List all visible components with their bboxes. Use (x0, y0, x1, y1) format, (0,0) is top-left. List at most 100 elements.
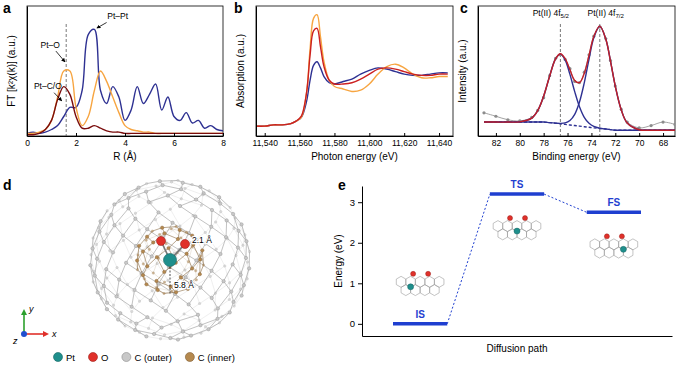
y-axis-title: Energy (eV) (333, 234, 344, 287)
bond (212, 254, 221, 271)
tick: 82 (492, 133, 502, 148)
y-axis (478, 7, 479, 137)
bond (205, 244, 220, 254)
atom (105, 301, 108, 304)
bond (104, 225, 115, 242)
atom (124, 325, 126, 327)
atom (137, 254, 139, 256)
bond (233, 248, 238, 265)
x-axis (363, 336, 673, 337)
bond (158, 212, 172, 222)
axis-line (256, 7, 257, 137)
atom (210, 225, 213, 228)
atom (95, 257, 98, 260)
bond (243, 235, 245, 245)
atom (137, 244, 140, 247)
atom (142, 263, 144, 265)
atom (220, 210, 222, 212)
panel: 8280787674727068cBinding energy (eV)Inte… (457, 0, 677, 162)
bond (211, 210, 213, 227)
bond (178, 336, 191, 340)
atom (228, 282, 230, 284)
bond (157, 257, 164, 272)
bond (123, 230, 139, 240)
atom (119, 312, 122, 315)
bond (152, 291, 163, 308)
panel: 11,54011,56011,58011,60011,62011,640bPho… (234, 0, 454, 162)
atom (118, 199, 120, 201)
atom (232, 300, 235, 303)
tick: 3 (350, 197, 362, 208)
atom (159, 338, 161, 340)
tick-mark (496, 133, 497, 136)
atom (160, 226, 163, 229)
distance-label: 2.1 Å (192, 235, 212, 245)
bond (113, 236, 123, 253)
atom (163, 281, 165, 283)
atom (148, 248, 150, 250)
y-axis-title: Absorption (a.u.) (235, 34, 246, 108)
bond (170, 267, 180, 276)
atom (102, 240, 105, 243)
atom (239, 273, 242, 276)
atom (152, 332, 155, 335)
axis-letter: y (28, 304, 34, 314)
tick: 80 (516, 133, 526, 148)
bond (219, 312, 229, 322)
bond (136, 317, 147, 323)
bond (193, 216, 205, 233)
tick-mark (125, 133, 126, 136)
tick-label: 11,620 (392, 138, 418, 148)
tick-label: 1 (350, 278, 355, 289)
bond (147, 181, 160, 183)
atom (184, 276, 187, 279)
axis-letter: z (12, 336, 18, 346)
x-axis-title: Binding energy (eV) (532, 151, 620, 162)
bond (135, 219, 147, 229)
bond (180, 206, 195, 216)
atom (164, 254, 177, 267)
legend-item: O (88, 352, 108, 363)
atom (152, 241, 155, 244)
atom (214, 221, 216, 223)
bond (170, 209, 180, 226)
x-axis-title: Diffusion path (487, 343, 548, 354)
atom (199, 185, 202, 188)
bond (135, 203, 151, 213)
atom (163, 292, 165, 294)
bond (139, 230, 147, 247)
tick-mark (334, 133, 335, 136)
lattice-ring (604, 247, 614, 258)
y-axis-title: Intensity (a.u.) (457, 39, 468, 102)
series-line (484, 122, 675, 130)
bond (151, 300, 166, 310)
atom (183, 336, 185, 338)
atom (204, 326, 206, 328)
bond (118, 295, 132, 312)
axis-arrow-head (21, 309, 27, 315)
bond (94, 261, 100, 271)
atom (196, 313, 199, 316)
bond (226, 220, 228, 237)
atom (138, 229, 140, 231)
tick: 74 (587, 133, 597, 148)
bond (189, 288, 201, 305)
inset (493, 216, 541, 240)
bond (200, 293, 216, 303)
bond (97, 234, 107, 244)
atom (124, 261, 127, 264)
atom (163, 232, 166, 235)
bond (215, 300, 229, 310)
annotation-arrow (56, 51, 65, 62)
bond (181, 269, 192, 278)
atom (141, 250, 144, 253)
atom (199, 286, 202, 289)
atom (175, 225, 177, 227)
tick-mark (358, 283, 362, 284)
atom (146, 265, 149, 268)
atom (135, 322, 138, 325)
atom (150, 255, 153, 258)
axis-letter: x (51, 329, 57, 339)
bond (132, 307, 148, 317)
series-line (256, 15, 448, 127)
